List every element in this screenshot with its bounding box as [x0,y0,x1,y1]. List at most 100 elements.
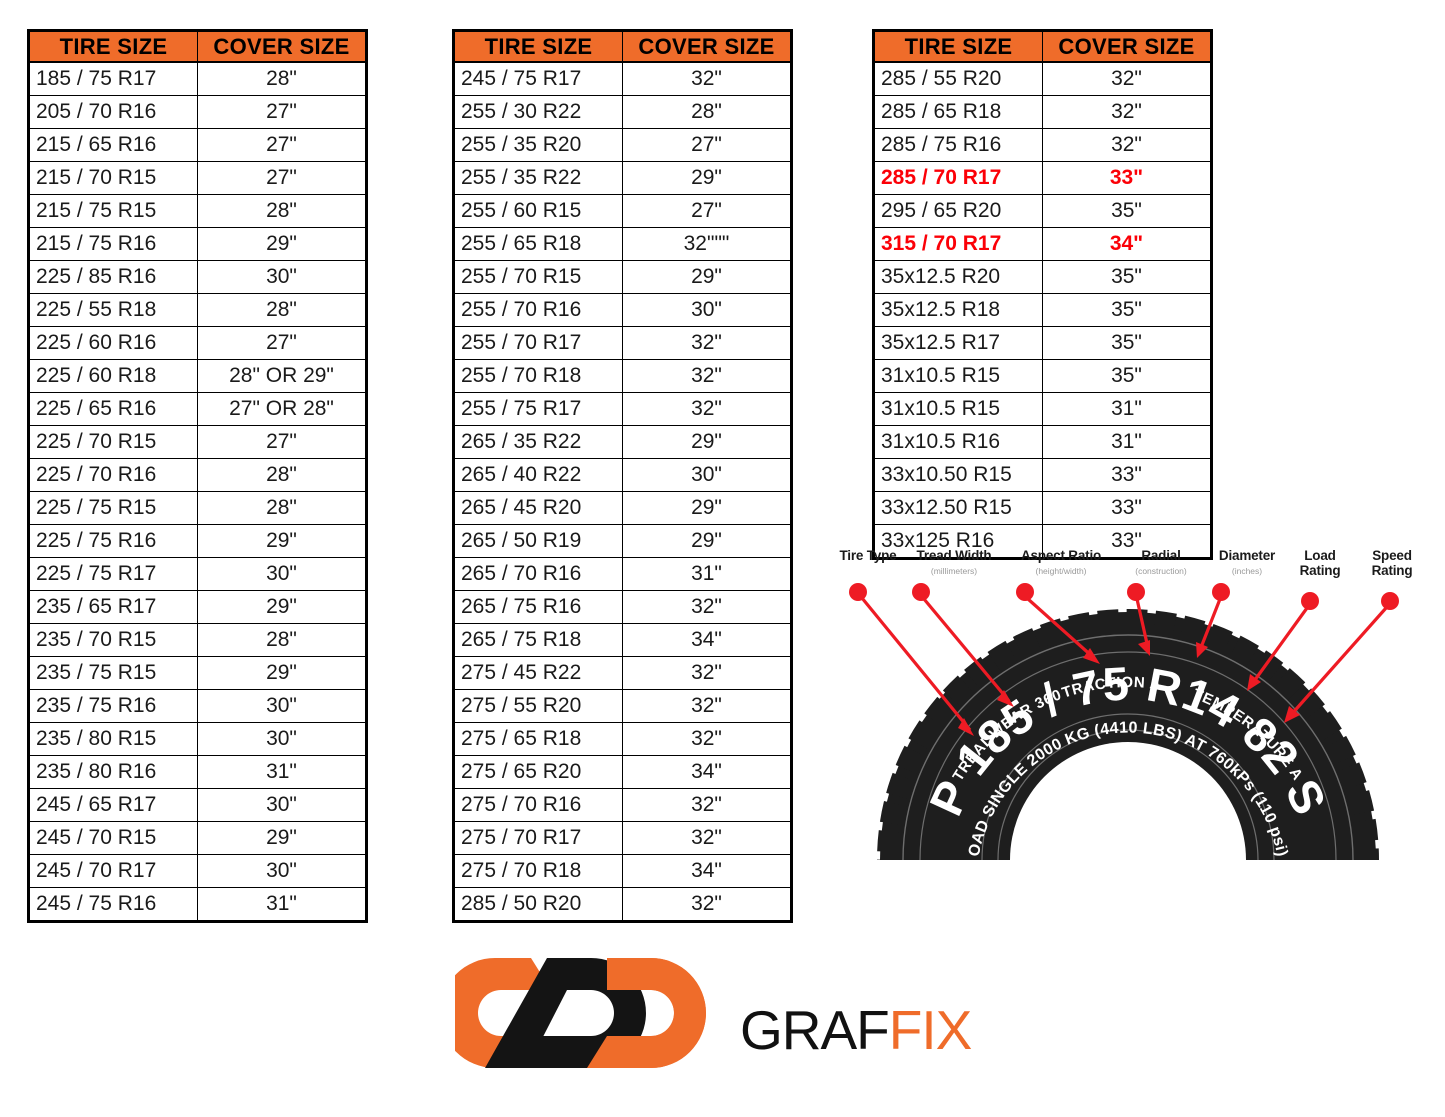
cell-tire-size: 225 / 75 R17 [28,557,198,591]
cell-cover-size: 29" [622,425,792,459]
cell-tire-size: 265 / 40 R22 [453,458,623,492]
table-header-row: TIRE SIZE COVER SIZE [28,30,367,63]
table-row: 245 / 65 R17 30" [28,788,367,822]
cell-tire-size: 33x10.50 R15 [873,458,1043,492]
arrow-tread-width [912,583,1014,707]
cell-cover-size: 31" [197,887,367,922]
cell-cover-size: 33" [1042,161,1212,195]
annotation-arrows [849,583,1399,736]
cell-tire-size: 265 / 45 R20 [453,491,623,525]
table-row: 225 / 65 R16 27" OR 28" [28,392,367,426]
cell-cover-size: 29" [197,656,367,690]
column-header-cover-size: COVER SIZE [622,30,792,63]
cell-tire-size: 235 / 80 R16 [28,755,198,789]
cell-tire-size: 215 / 75 R15 [28,194,198,228]
cell-cover-size: 32" [622,722,792,756]
cell-tire-size: 31x10.5 R15 [873,392,1043,426]
table-row: 265 / 50 R19 29" [453,524,792,558]
cell-tire-size: 235 / 80 R15 [28,722,198,756]
cell-cover-size: 28" [197,491,367,525]
logo-wordmark: GRAFFIX [740,998,972,1062]
table-row: 225 / 60 R16 27" [28,326,367,360]
cell-cover-size: 30" [197,722,367,756]
table-row: 255 / 70 R16 30" [453,293,792,327]
arrow-load-rating [1247,592,1319,691]
table-row: 31x10.5 R15 31" [873,392,1212,426]
table-row: 275 / 55 R20 32" [453,689,792,723]
annotation-label-aspect-ratio: Aspect Ratio (height/width) [1011,548,1111,579]
table-row: 265 / 40 R22 30" [453,458,792,492]
table-row: 205 / 70 R16 27" [28,95,367,129]
cell-tire-size: 235 / 65 R17 [28,590,198,624]
table-row: 225 / 85 R16 30" [28,260,367,294]
cell-tire-size: 295 / 65 R20 [873,194,1043,228]
annotation-subtitle: (height/width) [1035,566,1087,576]
table-row: 245 / 70 R17 30" [28,854,367,888]
cell-cover-size: 35" [1042,326,1212,360]
cell-tire-size: 225 / 75 R16 [28,524,198,558]
cell-tire-size: 225 / 75 R15 [28,491,198,525]
cell-cover-size: 30" [197,557,367,591]
logo-word-graf: GRAF [740,999,890,1061]
annotation-subtitle: (construction) [1135,566,1187,576]
table-row: 285 / 65 R18 32" [873,95,1212,129]
cell-tire-size: 275 / 70 R17 [453,821,623,855]
cell-tire-size: 35x12.5 R17 [873,326,1043,360]
cell-cover-size: 29" [197,227,367,261]
cell-tire-size: 245 / 70 R17 [28,854,198,888]
table-row: 215 / 65 R16 27" [28,128,367,162]
cell-tire-size: 31x10.5 R15 [873,359,1043,393]
table-row: 285 / 55 R20 32" [873,61,1212,96]
cell-tire-size: 255 / 70 R15 [453,260,623,294]
cell-cover-size: 33" [1042,458,1212,492]
table-row: 235 / 70 R15 28" [28,623,367,657]
cell-tire-size: 285 / 65 R18 [873,95,1043,129]
cell-cover-size: 31" [197,755,367,789]
annotation-title: Speed Rating [1371,548,1413,578]
cell-tire-size: 285 / 70 R17 [873,161,1043,195]
annotation-label-radial: Radial (construction) [1121,548,1201,579]
cell-cover-size: 27" [622,194,792,228]
cell-cover-size: 32" [622,887,792,922]
cell-cover-size: 35" [1042,293,1212,327]
cell-tire-size: 285 / 75 R16 [873,128,1043,162]
cell-tire-size: 35x12.5 R18 [873,293,1043,327]
cell-tire-size: 225 / 65 R16 [28,392,198,426]
cell-tire-size: 275 / 70 R18 [453,854,623,888]
cell-cover-size: 29" [622,260,792,294]
cell-tire-size: 255 / 60 R15 [453,194,623,228]
tire-graphic: TREADWEAR 360 TRACTION A TEMPERATURE A P… [821,535,1399,863]
table-row: 285 / 70 R17 33" [873,161,1212,195]
logo-mark [455,958,706,1068]
table-row: 225 / 75 R17 30" [28,557,367,591]
cell-cover-size: 29" [622,524,792,558]
cell-cover-size: 32" [622,821,792,855]
table-row: 265 / 75 R16 32" [453,590,792,624]
table-row: 225 / 70 R15 27" [28,425,367,459]
table-row: 285 / 50 R20 32" [453,887,792,922]
arrow-speed-rating [1284,592,1399,723]
table-row: 215 / 75 R16 29" [28,227,367,261]
cell-cover-size: 35" [1042,260,1212,294]
table-row: 245 / 70 R15 29" [28,821,367,855]
arrow-tire-type [849,583,974,736]
cell-tire-size: 285 / 55 R20 [873,61,1043,96]
cell-cover-size: 32""" [622,227,792,261]
cell-tire-size: 265 / 75 R16 [453,590,623,624]
table-row: 35x12.5 R18 35" [873,293,1212,327]
cell-cover-size: 34" [622,755,792,789]
cell-cover-size: 34" [622,854,792,888]
table-row: 33x125 R16 33" [873,524,1212,559]
cell-tire-size: 255 / 70 R17 [453,326,623,360]
table-row: 185 / 75 R17 28" [28,61,367,96]
table-row: 215 / 70 R15 27" [28,161,367,195]
cell-cover-size: 33" [1042,524,1212,559]
annotation-label-speed-rating: Speed Rating [1360,548,1424,578]
cell-tire-size: 255 / 30 R22 [453,95,623,129]
annotation-label-load-rating: Load Rating [1290,548,1350,578]
cell-tire-size: 255 / 65 R18 [453,227,623,261]
table-row: 265 / 35 R22 29" [453,425,792,459]
table-row: 265 / 75 R18 34" [453,623,792,657]
cell-tire-size: 225 / 85 R16 [28,260,198,294]
column-header-cover-size: COVER SIZE [197,30,367,63]
